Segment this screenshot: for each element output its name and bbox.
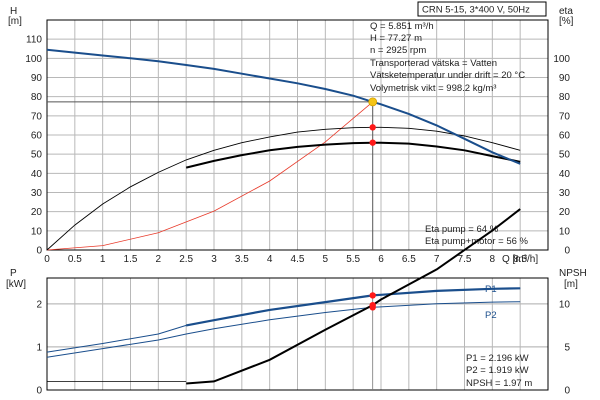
top-x-tick-label: 8 xyxy=(490,254,496,265)
legend-p2: P2 xyxy=(485,310,497,321)
top-right-tick-label: 40 xyxy=(559,169,571,180)
bottom-left-tick-label: 2 xyxy=(36,299,42,310)
top-right-tick-label: 50 xyxy=(559,150,571,161)
top-x-tick-label: 4.5 xyxy=(291,254,305,265)
info-speed: n = 2925 rpm xyxy=(370,45,426,56)
chart-title: CRN 5-15, 3*400 V, 50Hz xyxy=(422,5,530,16)
top-x-tick-label: 8.5 xyxy=(513,254,527,265)
top-x-tick-label: 1.5 xyxy=(124,254,138,265)
top-left-tick-label: 60 xyxy=(31,131,43,142)
bottom-right-axis-label-1: NPSH xyxy=(559,268,587,279)
top-left-tick-label: 100 xyxy=(25,54,42,65)
p2-curve xyxy=(46,301,521,358)
info-flow: Q = 5.851 m³/h xyxy=(370,21,434,32)
top-x-tick-label: 3 xyxy=(211,254,217,265)
top-x-tick-label: 3.5 xyxy=(235,254,249,265)
top-x-tick-label: 5 xyxy=(323,254,329,265)
bottom-left-axis-label-2: [kW] xyxy=(6,279,26,290)
top-x-tick-label: 5.5 xyxy=(346,254,360,265)
top-right-axis-label-2: [%] xyxy=(559,16,574,27)
top-x-tick-label: 7 xyxy=(434,254,440,265)
top-x-tick-label: 6.5 xyxy=(402,254,416,265)
top-right-tick-label: 30 xyxy=(559,188,571,199)
head-curve xyxy=(46,48,521,165)
top-x-tick-label: 2 xyxy=(156,254,162,265)
chart-title-box xyxy=(417,1,547,17)
top-left-tick-label: 10 xyxy=(31,226,43,237)
top-right-tick-label: 10 xyxy=(559,226,571,237)
top-right-tick-label: 70 xyxy=(559,111,571,122)
info-npsh: NPSH = 1.97 m xyxy=(466,378,532,389)
top-x-tick-label: 1 xyxy=(100,254,106,265)
eta-pump-curve xyxy=(46,126,521,251)
eta-pump-point xyxy=(369,124,376,131)
top-grid xyxy=(47,20,548,250)
legend-p1: P1 xyxy=(485,284,497,295)
bottom-tick-labels: 0 1 2 0 5 10 xyxy=(36,299,570,396)
operating-point xyxy=(368,97,378,107)
system-curve xyxy=(46,101,373,251)
top-right-tick-label: 100 xyxy=(553,54,570,65)
top-right-tick-label: 20 xyxy=(559,207,571,218)
eta-pump-note: Eta pump = 64 % xyxy=(425,224,499,235)
bottom-left-tick-label: 1 xyxy=(36,342,42,353)
top-x-tick-label: 6 xyxy=(378,254,384,265)
bottom-series xyxy=(46,208,521,390)
bottom-left-axis-label-1: P xyxy=(10,268,17,279)
info-density: Volymetrisk vikt = 998.2 kg/m³ xyxy=(370,83,496,94)
bottom-right-tick-label: 10 xyxy=(559,299,571,310)
top-x-tick-label: 4 xyxy=(267,254,273,265)
top-left-tick-label: 40 xyxy=(31,169,43,180)
info-p1: P1 = 2.196 kW xyxy=(466,353,529,364)
eta-pump-motor-point xyxy=(369,139,376,146)
info-temperature: Vätsketemperatur under drift = 20 °C xyxy=(370,70,525,81)
top-left-tick-label: 70 xyxy=(31,111,43,122)
top-series xyxy=(46,48,521,251)
eta-pump-motor-curve xyxy=(185,141,521,169)
top-tick-labels: 0 0.5 1 1.5 2 2.5 3 3.5 4 4.5 5 5.5 6 6.5 7 7.5 8 8.5 0 10 2… xyxy=(25,35,570,265)
top-left-tick-label: 90 xyxy=(31,73,43,84)
top-right-tick-label: 80 xyxy=(559,92,571,103)
top-left-axis-label-2: [m] xyxy=(8,16,22,27)
npsh-point xyxy=(369,301,376,309)
top-x-tick-label: 0 xyxy=(44,254,50,265)
top-right-axis-label-1: eta xyxy=(559,6,573,17)
top-left-tick-label: 20 xyxy=(31,207,43,218)
top-left-tick-label: 0 xyxy=(36,246,42,257)
top-left-axis-label-1: H xyxy=(10,6,17,17)
top-right-tick-label: 0 xyxy=(564,246,570,257)
bottom-left-tick-label: 0 xyxy=(36,386,42,397)
top-x-axis-label: Q [m³/h] xyxy=(502,254,538,265)
top-left-tick-label: 30 xyxy=(31,188,43,199)
top-left-tick-label: 50 xyxy=(31,150,43,161)
operating-info: Q = 5.851 m³/h H = 77.27 m n = 2925 rpm … xyxy=(370,21,525,94)
top-right-tick-label: 60 xyxy=(559,131,571,142)
top-x-tick-label: 0.5 xyxy=(68,254,82,265)
info-p2: P2 = 1.919 kW xyxy=(466,365,529,376)
top-right-tick-label: 90 xyxy=(559,73,571,84)
bottom-right-tick-label: 5 xyxy=(564,342,570,353)
p1-point xyxy=(369,292,376,299)
top-left-tick-label: 110 xyxy=(26,35,42,46)
top-plot-frame xyxy=(46,19,549,251)
info-liquid: Transporterad vätska = Vatten xyxy=(370,58,497,69)
bottom-right-axis-label-2: [m] xyxy=(564,279,578,290)
top-x-tick-label: 7.5 xyxy=(458,254,472,265)
bottom-right-tick-label: 0 xyxy=(564,386,570,397)
bottom-plot-frame xyxy=(46,277,549,391)
info-head: H = 77.27 m xyxy=(370,33,422,44)
top-x-tick-label: 2.5 xyxy=(179,254,193,265)
p1-curve xyxy=(46,287,521,353)
top-left-tick-label: 80 xyxy=(31,92,43,103)
